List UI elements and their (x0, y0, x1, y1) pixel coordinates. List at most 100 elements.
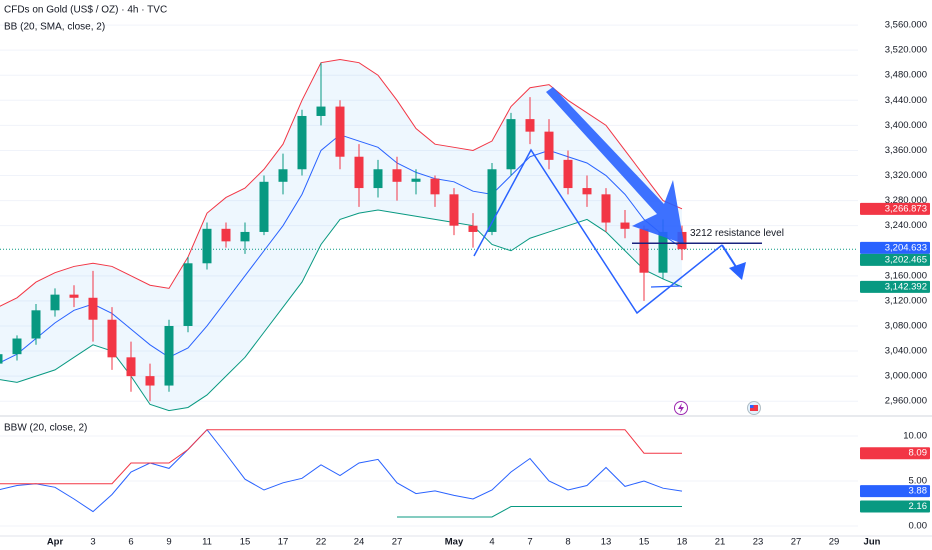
candle-body (164, 325, 174, 386)
x-tick-label: May (445, 537, 464, 548)
x-tick-label: 7 (527, 537, 532, 548)
bbw-line (397, 506, 682, 518)
price-tag-label: 2.16 (909, 501, 928, 512)
chart-title: CFDs on Gold (US$ / OZ) · 4h · TVC (4, 5, 167, 16)
candle-body (88, 297, 98, 320)
x-tick-label: 15 (240, 537, 251, 548)
candle-body (354, 156, 364, 189)
candle-body (240, 231, 250, 242)
x-tick-label: 23 (753, 537, 764, 548)
price-tag-label: 3,142.392 (885, 281, 927, 292)
x-tick-label: 27 (392, 537, 403, 548)
bbw-line (0, 428, 683, 513)
candle-body (335, 106, 345, 157)
candle-body (69, 294, 79, 298)
y-tick-label: 0.00 (909, 521, 928, 532)
x-tick-label: 4 (489, 537, 494, 548)
y-tick-label: 3,400.000 (885, 120, 927, 131)
y-tick-label: 3,040.000 (885, 346, 927, 357)
y-tick-label: 5.00 (909, 476, 928, 487)
x-tick-label: 21 (715, 537, 726, 548)
candle-body (468, 225, 478, 232)
x-tick-label: 18 (677, 537, 688, 548)
candle-body (639, 228, 649, 273)
candle-body (544, 131, 554, 160)
candle-body (563, 159, 573, 189)
y-tick-label: 3,160.000 (885, 270, 927, 281)
y-tick-label: 3,000.000 (885, 371, 927, 382)
y-tick-label: 3,360.000 (885, 145, 927, 156)
x-tick-label: 11 (202, 537, 212, 548)
arrow-head (729, 262, 746, 280)
candle-body (183, 263, 193, 326)
y-tick-label: 3,080.000 (885, 320, 927, 331)
bbw-line (0, 429, 682, 485)
candle-body (373, 169, 383, 189)
price-tag (860, 202, 930, 215)
price-tag-label: 8.09 (909, 448, 928, 459)
trend-lines (473, 148, 723, 315)
candle-body (449, 194, 459, 226)
candle-body (202, 228, 212, 264)
x-tick-label: 13 (601, 537, 612, 548)
price-tag (860, 500, 930, 513)
candle-body (620, 222, 630, 229)
x-tick-label: 15 (639, 537, 650, 548)
y-tick-label: 2,960.000 (885, 396, 927, 407)
candle-body (145, 376, 155, 386)
indicator-title: BBW (20, close, 2) (4, 423, 87, 434)
x-tick-label: 3 (90, 537, 95, 548)
price-tag (860, 241, 930, 254)
candle-body (259, 181, 269, 232)
grid-layer (0, 24, 858, 527)
x-tick-label: 27 (791, 537, 802, 548)
price-tag (860, 485, 930, 498)
price-tag-label: 3,202.465 (885, 254, 927, 265)
x-tick-label: Apr (47, 537, 64, 548)
candle-body (12, 338, 22, 355)
candle-body (126, 357, 136, 377)
x-tick-label: 6 (128, 537, 133, 548)
price-tag-label: 3,266.873 (885, 203, 927, 214)
x-tick-label: 29 (829, 537, 840, 548)
candle-body (31, 310, 41, 339)
candle-body (487, 169, 497, 232)
drawing-layer: 3212 resistance level (473, 87, 784, 415)
y-tick-label: 3,520.000 (885, 45, 927, 56)
y-tick-label: 3,560.000 (885, 20, 927, 31)
candle-body (316, 106, 326, 116)
candle-body (506, 119, 516, 170)
price-tag (860, 253, 930, 266)
candle-body (658, 231, 668, 273)
candle-body (601, 194, 611, 223)
candle-layer (0, 62, 687, 402)
indicator-title: BB (20, SMA, close, 2) (4, 22, 105, 33)
candle-body (525, 119, 535, 132)
x-tick-label: 9 (166, 537, 171, 548)
y-tick-label: 3,240.000 (885, 220, 927, 231)
x-tick-label: Jun (864, 537, 881, 548)
axis-layer: 2,960.000 3,000.000 3,040.000 3,080.000 3,12… (47, 20, 930, 548)
annotation: 3212 resistance level (690, 228, 784, 239)
y-tick-label: 10.00 (903, 431, 927, 442)
y-tick-label: 3,280.000 (885, 195, 927, 206)
x-tick-label: 17 (278, 537, 289, 548)
candle-body (430, 178, 440, 195)
candle-body (50, 294, 60, 311)
candle-body (297, 115, 307, 170)
candle-body (107, 319, 117, 358)
x-tick-label: 24 (354, 537, 365, 548)
trend-line (650, 285, 681, 288)
y-tick-label: 3,120.000 (885, 295, 927, 306)
candle-body (221, 228, 231, 242)
flag-stripes (750, 405, 758, 411)
candle-body (0, 354, 3, 364)
x-tick-label: 8 (565, 537, 570, 548)
price-tag-label: 3.88 (909, 486, 928, 497)
price-tag (860, 280, 930, 293)
candle-body (278, 169, 288, 182)
price-tag (860, 447, 930, 460)
